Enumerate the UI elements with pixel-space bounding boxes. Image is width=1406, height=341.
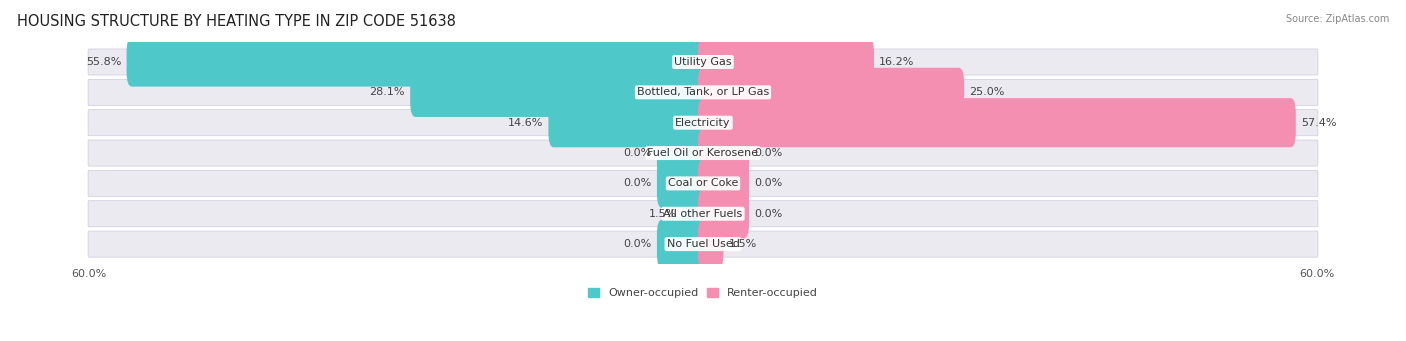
FancyBboxPatch shape	[682, 189, 709, 238]
FancyBboxPatch shape	[89, 231, 1317, 257]
Text: No Fuel Used: No Fuel Used	[666, 239, 740, 249]
FancyBboxPatch shape	[89, 49, 1317, 75]
Text: 0.0%: 0.0%	[623, 239, 652, 249]
Text: 28.1%: 28.1%	[370, 87, 405, 98]
Legend: Owner-occupied, Renter-occupied: Owner-occupied, Renter-occupied	[588, 288, 818, 298]
Text: Utility Gas: Utility Gas	[675, 57, 731, 67]
FancyBboxPatch shape	[697, 68, 965, 117]
Text: 16.2%: 16.2%	[879, 57, 914, 67]
FancyBboxPatch shape	[657, 159, 709, 208]
FancyBboxPatch shape	[697, 220, 724, 269]
FancyBboxPatch shape	[697, 98, 1296, 147]
FancyBboxPatch shape	[127, 38, 709, 87]
Text: 0.0%: 0.0%	[623, 148, 652, 158]
Text: 0.0%: 0.0%	[754, 148, 783, 158]
Text: 1.5%: 1.5%	[650, 209, 678, 219]
Text: 25.0%: 25.0%	[969, 87, 1004, 98]
FancyBboxPatch shape	[657, 220, 709, 269]
FancyBboxPatch shape	[89, 110, 1317, 136]
Text: HOUSING STRUCTURE BY HEATING TYPE IN ZIP CODE 51638: HOUSING STRUCTURE BY HEATING TYPE IN ZIP…	[17, 14, 456, 29]
Text: Bottled, Tank, or LP Gas: Bottled, Tank, or LP Gas	[637, 87, 769, 98]
Text: Fuel Oil or Kerosene: Fuel Oil or Kerosene	[647, 148, 759, 158]
FancyBboxPatch shape	[697, 129, 749, 178]
FancyBboxPatch shape	[89, 79, 1317, 105]
Text: 0.0%: 0.0%	[754, 209, 783, 219]
Text: Coal or Coke: Coal or Coke	[668, 178, 738, 189]
FancyBboxPatch shape	[548, 98, 709, 147]
Text: 1.5%: 1.5%	[728, 239, 756, 249]
Text: 55.8%: 55.8%	[86, 57, 121, 67]
Text: Electricity: Electricity	[675, 118, 731, 128]
FancyBboxPatch shape	[89, 140, 1317, 166]
Text: 0.0%: 0.0%	[754, 178, 783, 189]
Text: Source: ZipAtlas.com: Source: ZipAtlas.com	[1285, 14, 1389, 24]
Text: 0.0%: 0.0%	[623, 178, 652, 189]
Text: All other Fuels: All other Fuels	[664, 209, 742, 219]
FancyBboxPatch shape	[411, 68, 709, 117]
FancyBboxPatch shape	[697, 38, 875, 87]
Text: 14.6%: 14.6%	[508, 118, 543, 128]
Text: 57.4%: 57.4%	[1301, 118, 1337, 128]
FancyBboxPatch shape	[89, 201, 1317, 227]
FancyBboxPatch shape	[89, 170, 1317, 196]
FancyBboxPatch shape	[697, 189, 749, 238]
FancyBboxPatch shape	[657, 129, 709, 178]
FancyBboxPatch shape	[697, 159, 749, 208]
